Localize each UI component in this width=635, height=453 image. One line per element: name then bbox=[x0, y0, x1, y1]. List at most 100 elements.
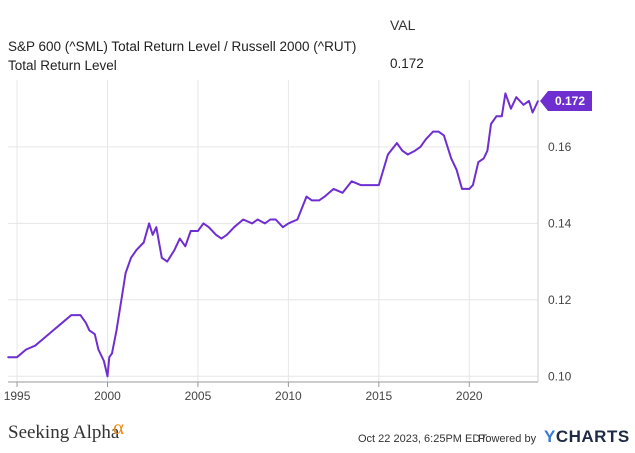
data-point bbox=[34, 344, 36, 347]
data-point bbox=[79, 314, 82, 316]
data-point bbox=[350, 180, 353, 183]
data-point bbox=[296, 218, 299, 221]
data-point bbox=[130, 256, 132, 259]
data-point bbox=[179, 237, 181, 240]
data-point bbox=[111, 352, 113, 355]
data-point bbox=[305, 195, 308, 198]
x-tick-label: 2015 bbox=[365, 389, 392, 403]
data-point bbox=[97, 348, 100, 351]
data-point bbox=[61, 321, 64, 324]
data-point bbox=[495, 115, 498, 118]
data-point bbox=[226, 234, 228, 236]
data-point bbox=[70, 314, 73, 316]
x-tick-label: 2020 bbox=[456, 389, 483, 403]
data-point bbox=[124, 272, 127, 274]
chart-series bbox=[7, 92, 539, 378]
powered-by-label: Powered by bbox=[478, 433, 537, 445]
data-point bbox=[202, 222, 205, 225]
chart-gridlines bbox=[8, 80, 538, 382]
data-point bbox=[387, 153, 389, 156]
data-point bbox=[88, 329, 91, 332]
data-point bbox=[142, 241, 145, 244]
data-point bbox=[148, 222, 150, 225]
data-point bbox=[207, 226, 210, 228]
data-point bbox=[486, 149, 489, 152]
data-point bbox=[108, 356, 111, 358]
chart-axes bbox=[8, 80, 539, 387]
ratio-line-chart: 0.10 0.12 0.14 0.16 1995 2000 2005 2010 2015 202… bbox=[4, 80, 592, 403]
x-tick-label: 2005 bbox=[185, 389, 212, 403]
data-point bbox=[311, 199, 313, 202]
data-point bbox=[432, 130, 434, 133]
data-point bbox=[461, 188, 463, 190]
data-point bbox=[215, 234, 217, 236]
data-point bbox=[323, 195, 326, 198]
y-tick-label: 0.14 bbox=[548, 216, 572, 230]
data-point bbox=[264, 222, 266, 225]
data-point bbox=[103, 360, 105, 362]
data-point bbox=[406, 153, 409, 156]
data-point bbox=[106, 375, 109, 378]
data-point bbox=[425, 138, 427, 141]
ycharts-logo: YCHARTS bbox=[544, 427, 630, 447]
data-point bbox=[510, 107, 512, 110]
data-point bbox=[189, 230, 192, 232]
data-point bbox=[274, 218, 277, 221]
data-point bbox=[501, 115, 503, 118]
data-point bbox=[504, 92, 507, 95]
seeking-alpha-logo: Seeking Alpha bbox=[8, 422, 120, 443]
data-point bbox=[151, 234, 154, 236]
series-line bbox=[8, 92, 539, 378]
data-point bbox=[197, 230, 199, 232]
data-point bbox=[52, 329, 55, 332]
data-point bbox=[477, 161, 480, 163]
last-value-badge-text: 0.172 bbox=[555, 94, 585, 108]
alpha-symbol-icon: α bbox=[113, 415, 125, 439]
data-point bbox=[482, 157, 485, 160]
data-point bbox=[121, 295, 123, 297]
series-current-value: 0.172 bbox=[390, 56, 424, 71]
data-point bbox=[160, 256, 163, 259]
timestamp: Oct 22 2023, 6:25PM EDT. bbox=[358, 433, 489, 445]
x-tick-label: 1995 bbox=[4, 389, 31, 403]
data-point bbox=[251, 222, 253, 225]
data-point bbox=[490, 123, 492, 125]
data-point bbox=[468, 188, 471, 190]
y-tick-label: 0.12 bbox=[548, 293, 572, 307]
data-point bbox=[287, 222, 290, 225]
data-point bbox=[7, 356, 9, 358]
data-point bbox=[531, 111, 534, 114]
data-point bbox=[173, 249, 176, 251]
data-point bbox=[437, 130, 440, 133]
x-tick-label: 2000 bbox=[94, 389, 121, 403]
data-point bbox=[220, 237, 223, 240]
legend-header: VAL bbox=[390, 17, 416, 33]
x-tick-labels: 1995 2000 2005 2010 2015 2020 bbox=[4, 389, 483, 403]
data-point bbox=[155, 226, 158, 228]
data-point bbox=[332, 188, 335, 190]
data-point bbox=[359, 184, 362, 186]
data-point bbox=[515, 96, 518, 99]
data-point bbox=[401, 149, 404, 152]
data-point bbox=[528, 100, 530, 102]
data-point bbox=[242, 218, 244, 221]
y-tick-labels: 0.10 0.12 0.14 0.16 bbox=[548, 140, 572, 383]
last-value-badge: 0.172 bbox=[540, 91, 592, 112]
data-point bbox=[166, 260, 168, 263]
series-name-label: S&P 600 (^SML) Total Return Level / Russ… bbox=[8, 39, 357, 73]
data-point bbox=[318, 199, 320, 202]
data-point bbox=[522, 104, 525, 106]
ycharts-logo-y: Y bbox=[544, 427, 556, 446]
data-point bbox=[135, 249, 138, 251]
data-point bbox=[341, 191, 344, 194]
data-point bbox=[269, 218, 272, 221]
data-point bbox=[419, 146, 422, 148]
data-point bbox=[115, 329, 118, 332]
data-point bbox=[450, 157, 452, 160]
x-tick-label: 2010 bbox=[275, 389, 302, 403]
y-tick-label: 0.10 bbox=[548, 369, 572, 383]
data-point bbox=[414, 149, 416, 152]
data-point bbox=[282, 226, 284, 228]
data-point bbox=[16, 356, 18, 358]
data-point bbox=[396, 142, 398, 144]
